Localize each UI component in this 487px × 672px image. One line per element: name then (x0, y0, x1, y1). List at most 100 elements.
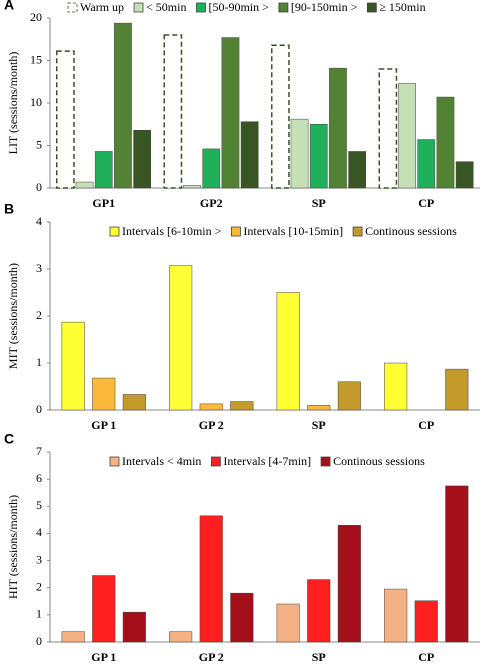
bar (75, 181, 94, 189)
bar (240, 121, 259, 189)
bar (169, 631, 193, 643)
y-axis-label: MIT (sessions/month) (6, 263, 20, 369)
x-tick-label: GP1 (92, 196, 115, 210)
bar (417, 139, 436, 189)
bar (163, 34, 183, 189)
bar (329, 67, 347, 189)
bar (290, 118, 309, 189)
legend-label: Continous sessions (333, 454, 425, 468)
bar (199, 515, 223, 643)
bar (122, 394, 146, 411)
bar (122, 611, 146, 643)
y-tick-label: 2 (36, 579, 42, 593)
bar (276, 292, 300, 411)
legend-swatch (366, 2, 377, 13)
y-tick-label: 7 (36, 444, 42, 458)
legend-label: Intervals [10-15min] (243, 224, 343, 238)
legend-swatch (67, 2, 78, 13)
legend-swatch (109, 456, 120, 467)
x-tick-label: GP 2 (199, 418, 224, 432)
legend-label: Continous sessions (365, 224, 457, 238)
bar (384, 362, 408, 411)
bar (337, 525, 361, 643)
bar (133, 129, 152, 189)
bar (221, 37, 240, 189)
bar (384, 588, 408, 643)
x-tick-label: CP (418, 650, 434, 664)
x-tick-label: SP (312, 418, 326, 432)
y-tick-label: 0 (36, 402, 42, 416)
legend-swatch (320, 456, 331, 467)
bar (445, 368, 469, 411)
legend-label: Warm up (80, 0, 124, 14)
y-axis-label: HIT (sessions/month) (6, 495, 20, 599)
bar (307, 579, 331, 643)
y-tick-label: 10 (30, 95, 42, 109)
bar (92, 377, 116, 411)
legend-swatch (133, 2, 144, 13)
bar (92, 575, 116, 643)
panel-label: C (4, 431, 14, 447)
legend-label: [50-90min > (208, 0, 269, 14)
y-tick-label: 5 (36, 498, 42, 512)
y-tick-label: 5 (36, 137, 42, 151)
y-tick-label: 0 (36, 180, 42, 194)
legend-label: Intervals [4-7min] (223, 454, 311, 468)
x-tick-label: SP (312, 650, 326, 664)
bar (276, 603, 300, 643)
y-tick-label: 4 (36, 525, 42, 539)
y-tick-label: 1 (36, 607, 42, 621)
legend-swatch (278, 2, 289, 13)
bar (61, 631, 85, 643)
y-tick-label: 2 (36, 308, 42, 322)
y-tick-label: 3 (36, 261, 42, 275)
y-tick-label: 20 (30, 10, 42, 24)
bar (337, 381, 361, 411)
bar (56, 50, 75, 189)
legend-label: [90-150min > (291, 0, 358, 14)
x-tick-label: GP 1 (91, 418, 116, 432)
x-tick-label: CP (418, 418, 434, 432)
bar (169, 265, 193, 411)
bar (114, 22, 132, 189)
legend-label: Intervals [6-10min > (122, 224, 222, 238)
y-tick-label: 3 (36, 552, 42, 566)
x-tick-label: GP 1 (91, 650, 116, 664)
legend-swatch (352, 226, 363, 237)
bar (436, 96, 455, 189)
y-tick-label: 0 (36, 634, 42, 648)
legend-swatch (196, 2, 206, 13)
y-axis-label: LIT (sessions/month) (6, 52, 20, 155)
x-tick-label: GP 2 (199, 650, 224, 664)
bar (307, 405, 331, 411)
bar (378, 68, 398, 189)
bar (414, 600, 438, 643)
legend-label: Intervals < 4min (122, 454, 201, 468)
x-tick-label: SP (312, 196, 326, 210)
bar (309, 124, 328, 189)
legend-swatch (231, 226, 241, 237)
legend-label: ≥ 150min (379, 0, 425, 14)
bar (61, 321, 85, 411)
bar (202, 148, 221, 189)
legend-swatch (109, 226, 120, 237)
legend-swatch (211, 456, 221, 467)
y-tick-label: 1 (36, 355, 42, 369)
bar (445, 485, 469, 643)
bar (348, 151, 366, 189)
panel-label: A (4, 0, 14, 13)
bar (94, 151, 113, 189)
bar (455, 161, 474, 189)
bar (199, 403, 223, 411)
bar (230, 401, 254, 411)
panel-label: B (4, 201, 14, 217)
bar (230, 592, 254, 643)
bar (398, 83, 416, 189)
x-tick-label: GP2 (200, 196, 223, 210)
y-tick-label: 15 (30, 52, 42, 66)
bar (183, 185, 201, 189)
legend-label: < 50min (146, 0, 186, 14)
bar (271, 44, 290, 189)
